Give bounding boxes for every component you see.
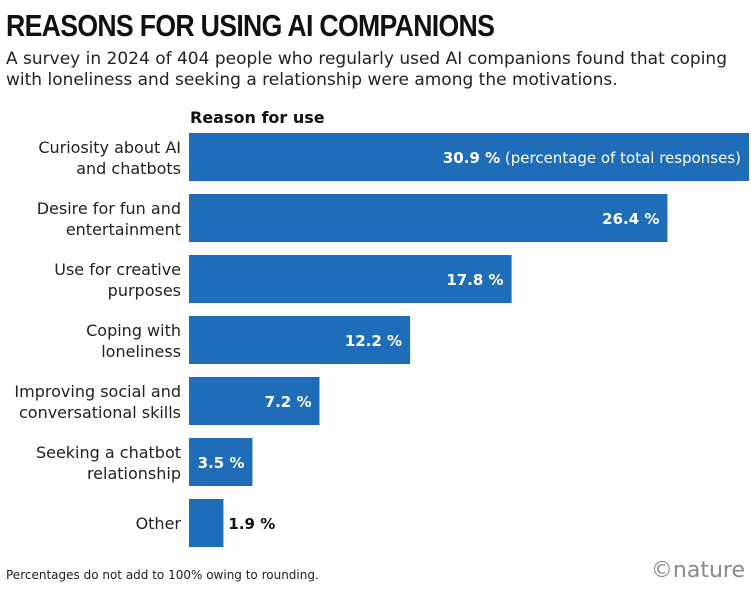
category-label-3: Coping with loneliness	[86, 321, 181, 361]
value-label-5: 3.5 %	[198, 454, 245, 472]
category-label-6: Other	[136, 514, 182, 533]
nature-logo: ©nature	[650, 558, 745, 583]
category-label-4: Improving social and conversational skill…	[14, 382, 181, 422]
bar-4	[189, 377, 320, 425]
bar-5	[189, 438, 253, 486]
bar-2	[189, 255, 512, 303]
category-label-2: Use for creative purposes	[54, 260, 181, 300]
footnote: Percentages do not add to 100% owing to …	[6, 568, 319, 582]
axis-title: Reason for use	[190, 108, 325, 127]
chart-title: REASONS FOR USING AI COMPANIONS	[6, 8, 495, 43]
value-label-4: 7.2 %	[265, 393, 312, 411]
chart-subtitle: A survey in 2024 of 404 people who regul…	[6, 49, 727, 90]
bar-6	[189, 499, 224, 547]
category-label-0: Curiosity about AI and chatbots	[38, 138, 181, 178]
category-label-1: Desire for fun and entertainment	[37, 199, 181, 239]
bar-3	[189, 316, 411, 364]
bar-0	[189, 133, 749, 181]
value-label-6: 1.9 %	[228, 515, 275, 533]
category-label-5: Seeking a chatbot relationship	[36, 443, 181, 483]
value-label-2: 17.8 %	[446, 271, 503, 289]
value-label-1: 26.4 %	[602, 210, 659, 228]
bar-1	[189, 194, 668, 242]
value-label-0: 30.9 % (percentage of total responses)	[443, 149, 741, 167]
value-label-3: 12.2 %	[345, 332, 402, 350]
